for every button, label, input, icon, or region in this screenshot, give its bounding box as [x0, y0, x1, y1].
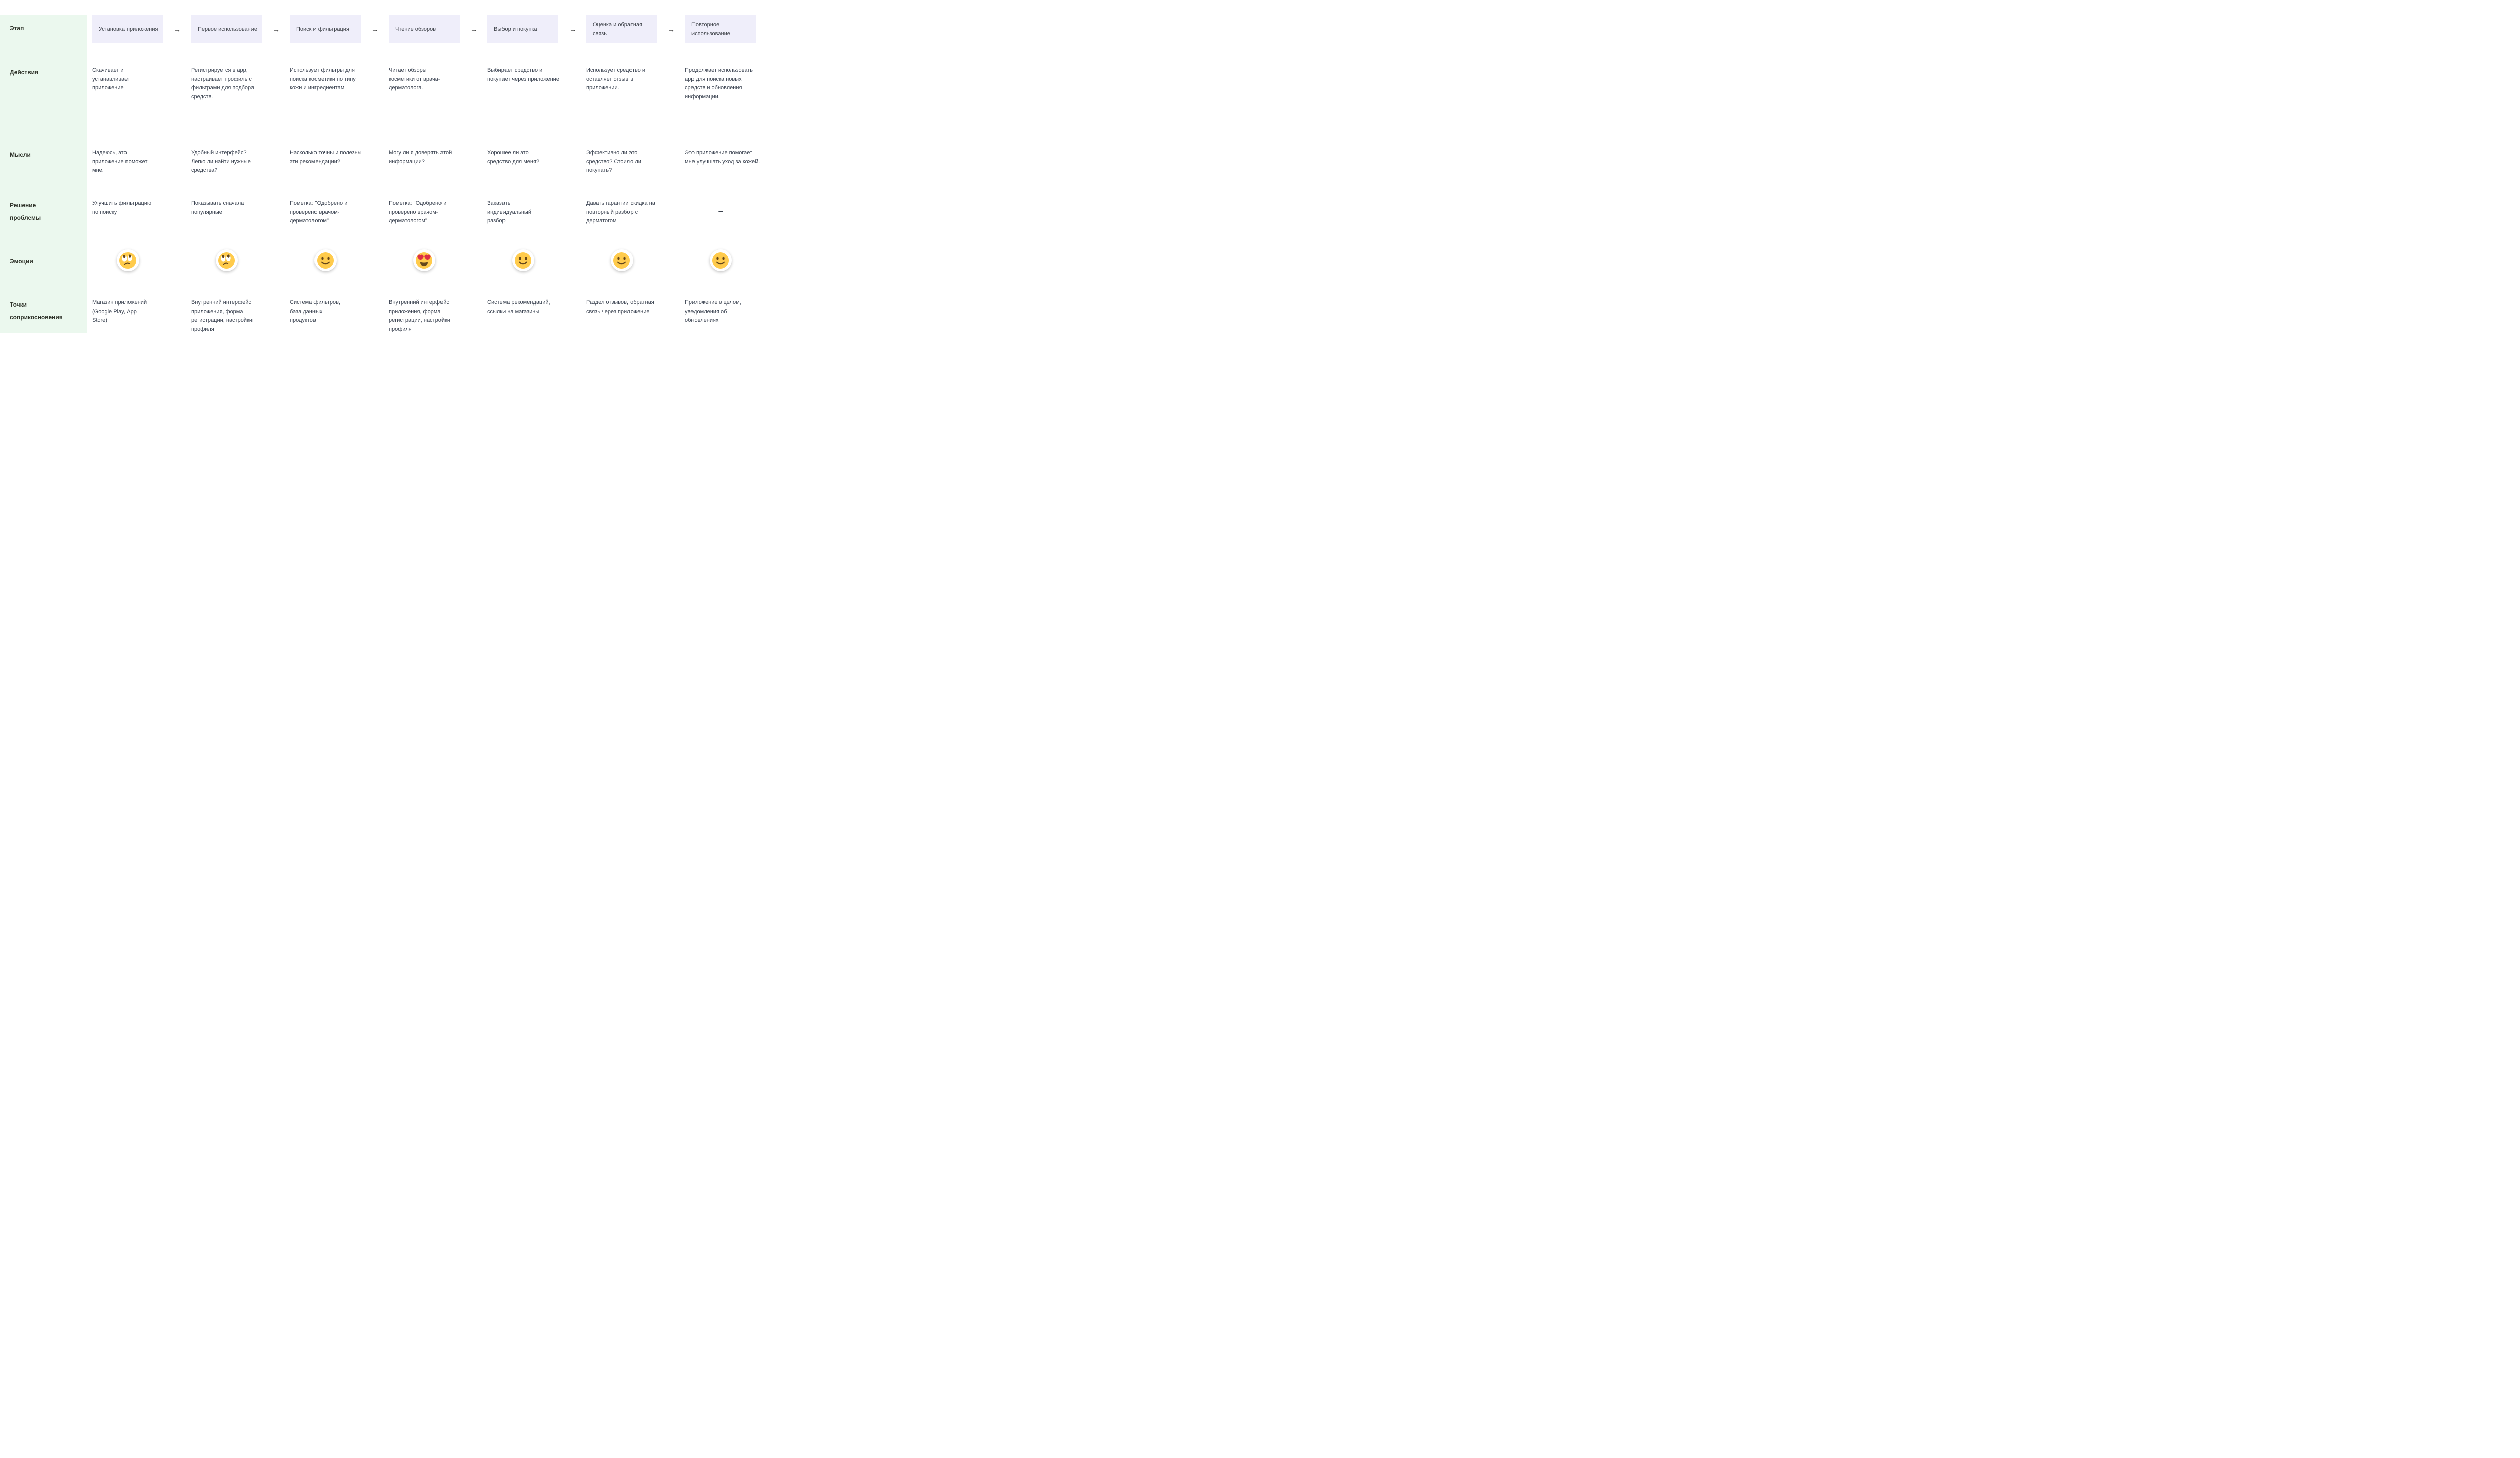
- emotion-cell: [92, 249, 191, 298]
- solution-cell: Показывать сначала популярные: [191, 200, 244, 215]
- row-label-stage: Этап: [10, 25, 24, 32]
- row-label-column-background: [0, 15, 87, 333]
- row-label-emotions: Эмоции: [10, 258, 33, 265]
- solution-cell: Заказать индивидуальный разбор: [487, 200, 531, 224]
- stage-chip-label: Выбор и покупка: [494, 26, 537, 32]
- actions-cell: Использует средство и оставляет отзыв в …: [586, 67, 646, 91]
- stage-chip-label: Установка приложения: [99, 26, 158, 32]
- face-with-rolling-eyes-emoji-icon: [116, 249, 139, 271]
- arrow-right-icon: →: [273, 25, 280, 33]
- thoughts-cell: Это приложение помогает мне улучшать ухо…: [685, 150, 760, 165]
- arrow-right-icon: →: [371, 25, 379, 33]
- stage-chip-label: Поиск и фильтрация: [296, 26, 349, 32]
- touchpoints-cell: Приложение в целом, уведомления об обнов…: [685, 299, 741, 323]
- touchpoints-cell: Система рекомендаций, ссылки на магазины: [487, 299, 550, 315]
- touchpoints-cell: Раздел отзывов, обратная связь через при…: [586, 299, 654, 315]
- stage-chip-label: Повторное использование: [691, 21, 730, 37]
- solution-cell: Давать гарантии скидка на повторный разб…: [586, 200, 655, 224]
- solution-cell-empty: –: [685, 199, 775, 249]
- actions-cell: Скачивает и устанавливает приложение: [92, 67, 130, 91]
- stage-chip: → Оценка и обратная связь: [569, 15, 685, 43]
- stage-chip: → Повторное использование: [668, 15, 775, 43]
- actions-cell: Выбирает средство и покупает через прило…: [487, 67, 559, 82]
- stage-chip: → Поиск и фильтрация: [273, 15, 389, 43]
- emotion-cell: [389, 249, 487, 298]
- arrow-right-icon: →: [569, 25, 576, 33]
- slightly-smiling-face-emoji-icon: [512, 249, 534, 271]
- thoughts-cell: Эффективно ли это средство? Стоило ли по…: [586, 150, 641, 173]
- row-label-actions: Действия: [10, 69, 39, 76]
- smiling-face-with-heart-eyes-emoji-icon: [413, 249, 435, 271]
- touchpoints-cell: Система фильтров, база данных продуктов: [290, 299, 341, 323]
- actions-cell: Регистрируется в app, настраивает профил…: [191, 67, 255, 100]
- thoughts-cell: Хорошее ли это средство для меня?: [487, 150, 540, 165]
- empty-dash: –: [718, 206, 724, 217]
- thoughts-cell: Надеюсь, это приложение поможет мне.: [92, 150, 148, 173]
- touchpoints-cell: Внутренний интерфейс приложения, форма р…: [389, 299, 450, 332]
- arrow-right-icon: →: [668, 25, 675, 33]
- stage-chip: → Чтение обзоров: [371, 15, 487, 43]
- solution-cell: Пометка: "Одобрено и проверено врачом-де…: [389, 200, 447, 224]
- actions-cell: Продолжает использовать app для поиска н…: [685, 67, 753, 100]
- stage-chip-label: Первое использование: [198, 26, 257, 32]
- thoughts-cell: Могу ли я доверять этой информации?: [389, 150, 452, 165]
- slightly-smiling-face-emoji-icon: [709, 249, 732, 271]
- customer-journey-map: Этап Действия Мысли Решение проблемы Эмо…: [0, 0, 775, 364]
- row-label-solutions: Решение проблемы: [10, 202, 41, 221]
- stage-chip-label: Чтение обзоров: [395, 26, 436, 32]
- thoughts-cell: Насколько точны и полезны эти рекомендац…: [290, 150, 362, 165]
- emotion-cell: [290, 249, 389, 298]
- actions-cell: Использует фильтры для поиска косметики …: [290, 67, 356, 91]
- stage-chip-label: Оценка и обратная связь: [593, 21, 642, 37]
- stage-chip: → Первое использование: [174, 15, 290, 43]
- slightly-smiling-face-emoji-icon: [314, 249, 337, 271]
- face-with-rolling-eyes-emoji-icon: [215, 249, 238, 271]
- emotion-cell: [685, 249, 775, 298]
- solution-cell: Улучшить фильтрацию по поиску: [92, 200, 152, 215]
- arrow-right-icon: →: [174, 25, 181, 33]
- arrow-right-icon: →: [470, 25, 477, 33]
- emotion-cell: [487, 249, 586, 298]
- actions-cell: Читает обзоры косметики от врача-дермато…: [389, 67, 440, 91]
- emotion-cell: [191, 249, 290, 298]
- row-label-touchpoints: Точки соприкосновения: [10, 301, 63, 321]
- stage-chip: Установка приложения: [92, 15, 191, 43]
- touchpoints-cell: Внутренний интерфейс приложения, форма р…: [191, 299, 253, 332]
- row-label-thoughts: Мысли: [10, 151, 31, 158]
- emotion-cell: [586, 249, 685, 298]
- slightly-smiling-face-emoji-icon: [610, 249, 633, 271]
- stage-chip: → Выбор и покупка: [470, 15, 586, 43]
- thoughts-cell: Удобный интерфейс? Легко ли найти нужные…: [191, 150, 251, 173]
- touchpoints-cell: Магазин приложений (Google Play, App Sto…: [92, 299, 147, 323]
- solution-cell: Пометка: "Одобрено и проверено врачом-де…: [290, 200, 348, 224]
